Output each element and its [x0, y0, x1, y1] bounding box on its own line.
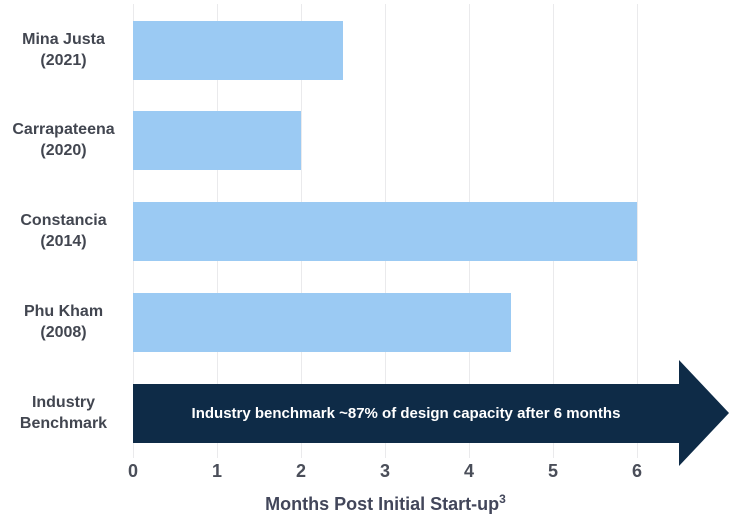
category-label-line2: Benchmark	[19, 415, 108, 432]
x-tick-label-2: 2	[295, 461, 306, 481]
benchmark-arrow-label: Industry benchmark ~87% of design capaci…	[191, 405, 621, 422]
benchmark-arrow-head-icon	[679, 360, 729, 466]
x-tick-label-4: 4	[463, 461, 474, 481]
category-label-mina-justa: Mina Justa (2021)	[0, 29, 127, 71]
x-tick-label-1: 1	[211, 461, 222, 481]
category-label-line1: Phu Kham	[23, 303, 104, 320]
bar-constancia	[133, 202, 637, 261]
category-label-line1: Carrapateena	[12, 121, 115, 138]
category-label-constancia: Constancia (2014)	[0, 210, 127, 252]
category-label-line2: (2014)	[40, 233, 87, 250]
plot-area: Industry benchmark ~87% of design capaci…	[133, 4, 733, 466]
category-label-carrapateena: Carrapateena (2020)	[0, 119, 127, 161]
category-label-line1: Mina Justa	[22, 31, 105, 48]
x-axis-title: Months Post Initial Start-up3	[133, 492, 638, 515]
x-tick-label-0: 0	[127, 461, 138, 481]
x-tick-label-5: 5	[547, 461, 558, 481]
category-label-line2: (2020)	[40, 142, 87, 159]
category-label-line2: (2021)	[40, 52, 87, 69]
x-tick-label-3: 3	[379, 461, 390, 481]
x-axis-title-superscript: 3	[499, 492, 506, 506]
gridline-x-6	[637, 4, 638, 458]
category-label-line1: Industry	[31, 394, 96, 411]
bar-carrapateena	[133, 111, 301, 170]
bar-mina-justa	[133, 21, 343, 80]
category-label-line2: (2008)	[40, 324, 87, 341]
bar-phu-kham	[133, 293, 511, 352]
benchmark-arrow-body: Industry benchmark ~87% of design capaci…	[133, 384, 679, 443]
category-label-phu-kham: Phu Kham (2008)	[0, 301, 127, 343]
x-axis-title-text: Months Post Initial Start-up	[265, 494, 500, 514]
category-label-line1: Constancia	[20, 212, 107, 229]
x-tick-label-6: 6	[631, 461, 642, 481]
category-label-industry-benchmark: Industry Benchmark	[0, 392, 127, 434]
